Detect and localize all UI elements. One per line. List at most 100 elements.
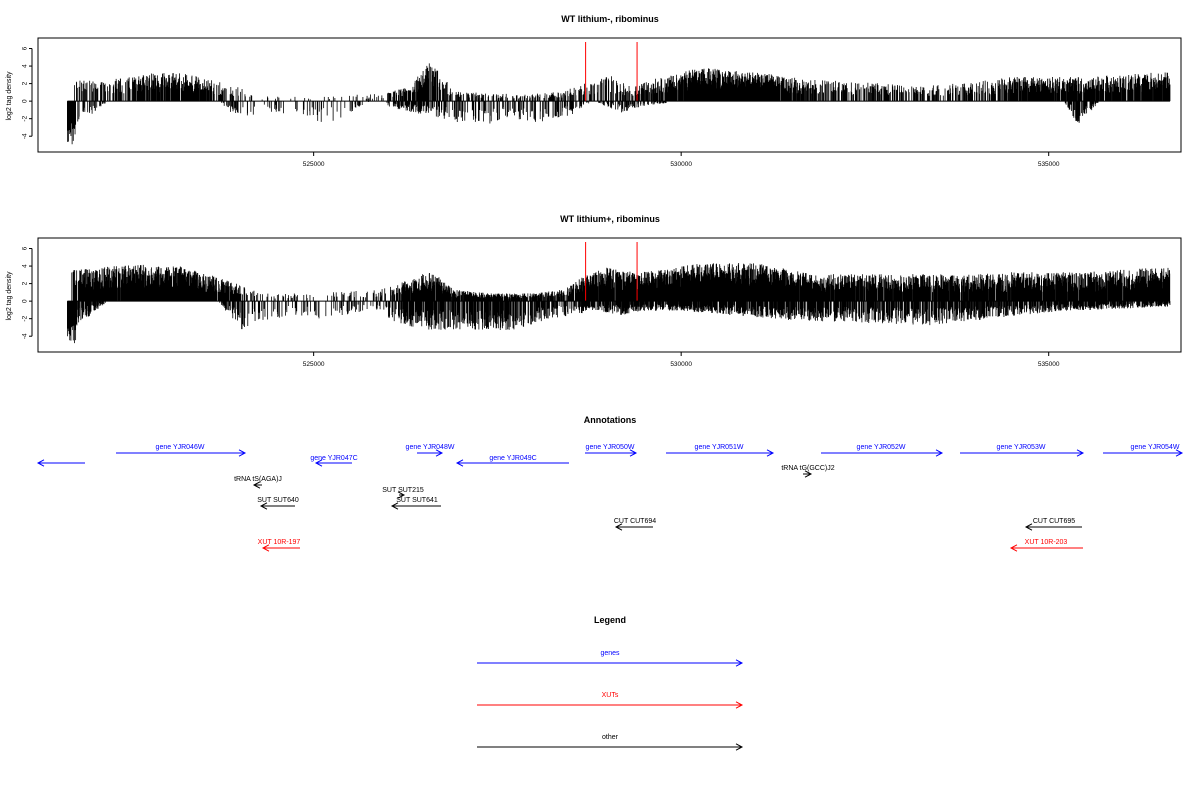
axes: -4 -2 0 2 4 6 525000 530000 535000 [22,237,1182,368]
feature-label: XUT 10R-203 [1025,539,1068,546]
plot-frame [37,237,1182,353]
feature-label: gene YJR048W [406,444,455,451]
x-tick-label: 530000 [670,161,692,168]
feature-arrow [1103,449,1184,457]
annotation-feature: gene YJR051W [666,444,775,457]
feature-label: tRNA tG(GCC)J2 [781,465,834,472]
x-tick-label: 535000 [1038,161,1060,168]
feature-label: gene YJR052W [857,444,906,451]
x-tick-label: 530000 [670,361,692,368]
annotation-features: gene YJR046W gene YJR047C gene YJR048W gene… [36,444,1184,552]
annotation-feature: gene YJR047C [310,455,358,467]
signal-bars-path [67,63,1171,145]
legend-arrow [477,701,744,709]
marker-lines [585,242,638,302]
feature-label: XUT 10R-197 [258,539,301,546]
annotation-feature: gene YJR053W [960,444,1085,457]
feature-arrow [614,523,653,531]
signal-bars [67,263,1171,344]
feature-label: CUT CUT695 [1033,518,1075,525]
legend-item: other [477,734,744,751]
annotation-feature: tRNA tG(GCC)J2 [781,465,835,478]
feature-arrow [417,449,444,457]
y-tick-label: 6 [22,46,29,50]
annotation-feature [36,459,85,467]
legend-arrow [477,659,744,667]
feature-arrow [803,470,813,478]
y-tick-label: 0 [22,299,29,303]
axes: -4 -2 0 2 4 6 525000 530000 535000 [22,37,1182,168]
annotation-feature: gene YJR050W [585,444,638,457]
feature-label: gene YJR053W [997,444,1046,451]
legend-label: XUTs [602,692,619,699]
feature-label: tRNA tS(AGA)J [234,476,282,483]
y-tick-label: 2 [22,281,29,285]
y-axis-label: log2 tag density [6,71,13,121]
x-tick-label: 525000 [303,361,325,368]
feature-label: SUT SUT215 [382,487,424,494]
feature-label: SUT SUT641 [396,497,438,504]
annotation-feature: XUT 10R-203 [1009,539,1083,552]
feature-arrow [252,481,262,489]
legend-label: genes [600,650,620,657]
feature-arrow [1009,544,1083,552]
feature-arrow [390,502,441,510]
legend: Legend genes XUTs other [477,615,744,751]
feature-label: gene YJR054W [1131,444,1180,451]
y-tick-label: 2 [22,81,29,85]
feature-arrow [1024,523,1082,531]
feature-label: SUT SUT640 [257,497,299,504]
y-tick-label: -4 [22,333,29,339]
annotation-feature: CUT CUT694 [614,518,656,531]
feature-label: gene YJR047C [310,455,357,462]
y-tick-label: 4 [22,64,29,68]
annotation-feature: gene YJR052W [821,444,944,457]
feature-arrow [36,459,85,467]
y-tick-label: -2 [22,115,29,121]
feature-arrow [314,459,352,467]
feature-arrow [397,491,406,499]
legend-label: other [602,734,619,741]
track-panel-lithium-minus: WT lithium-, ribominus log2 tag density … [6,14,1182,168]
feature-label: gene YJR051W [695,444,744,451]
y-tick-label: 4 [22,264,29,268]
annotation-feature: gene YJR048W [406,444,455,457]
annotation-feature: gene YJR054W [1103,444,1184,457]
signal-bars [67,63,1171,145]
y-tick-label: -4 [22,133,29,139]
annotation-feature: XUT 10R-197 [258,539,301,552]
feature-arrow [261,544,300,552]
annotation-feature: gene YJR049C [455,455,569,467]
feature-label: gene YJR049C [489,455,536,462]
annotation-feature: SUT SUT641 [390,497,441,510]
feature-label: CUT CUT694 [614,518,656,525]
y-tick-label: -2 [22,315,29,321]
annotation-feature: gene YJR046W [116,444,247,457]
y-tick-label: 0 [22,99,29,103]
feature-arrow [585,449,638,457]
annotation-feature: CUT CUT695 [1024,518,1082,531]
legend-title: Legend [594,615,626,625]
x-tick-label: 535000 [1038,361,1060,368]
panel-title: WT lithium-, ribominus [561,14,659,24]
y-axis-label: log2 tag density [6,271,13,321]
feature-arrow [960,449,1085,457]
annotation-feature: tRNA tS(AGA)J [234,476,282,489]
legend-items: genes XUTs other [477,650,744,751]
feature-arrow [666,449,775,457]
plot-frame [37,37,1182,153]
feature-label: gene YJR046W [156,444,205,451]
feature-arrow [259,502,295,510]
legend-arrow [477,743,744,751]
feature-arrow [455,459,569,467]
annotations-title: Annotations [584,415,637,425]
marker-lines [585,42,638,102]
annotation-feature: SUT SUT640 [257,497,299,510]
panel-title: WT lithium+, ribominus [560,214,660,224]
legend-item: genes [477,650,744,667]
feature-label: gene YJR050W [586,444,635,451]
x-tick-label: 525000 [303,161,325,168]
signal-bars-path [67,263,1171,344]
